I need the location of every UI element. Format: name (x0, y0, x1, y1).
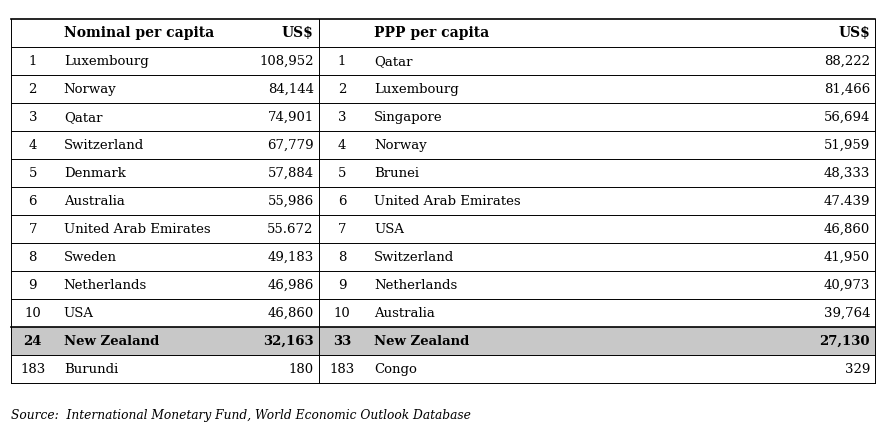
Text: 49,183: 49,183 (268, 251, 314, 264)
Text: 57,884: 57,884 (268, 167, 314, 180)
Text: 329: 329 (844, 363, 870, 376)
Text: Norway: Norway (374, 139, 427, 152)
Text: New Zealand: New Zealand (64, 335, 159, 348)
Text: Australia: Australia (374, 307, 435, 320)
Text: Denmark: Denmark (64, 167, 126, 180)
Text: 46,860: 46,860 (268, 307, 314, 320)
Text: 183: 183 (20, 363, 45, 376)
Text: PPP per capita: PPP per capita (374, 26, 489, 40)
Text: 24: 24 (24, 335, 42, 348)
Text: 7: 7 (28, 223, 37, 236)
Bar (11, 103, 875, 131)
Bar (11, 187, 875, 215)
Text: Luxembourg: Luxembourg (64, 55, 149, 68)
Text: Congo: Congo (374, 363, 416, 376)
Text: 6: 6 (338, 195, 346, 208)
Text: USA: USA (64, 307, 94, 320)
Text: 1: 1 (28, 55, 37, 68)
Text: 7: 7 (338, 223, 346, 236)
Text: 9: 9 (28, 279, 37, 292)
Text: Netherlands: Netherlands (374, 279, 457, 292)
Text: 3: 3 (338, 111, 346, 124)
Text: 81,466: 81,466 (824, 83, 870, 96)
Bar (11, 327, 875, 355)
Text: 84,144: 84,144 (268, 83, 314, 96)
Bar (11, 131, 875, 159)
Text: 108,952: 108,952 (259, 55, 314, 68)
Text: 56,694: 56,694 (824, 111, 870, 124)
Bar (11, 299, 875, 327)
Text: Norway: Norway (64, 83, 117, 96)
Text: US$: US$ (838, 26, 870, 40)
Text: 180: 180 (289, 363, 314, 376)
Text: Singapore: Singapore (374, 111, 442, 124)
Text: 47.439: 47.439 (824, 195, 870, 208)
Text: 74,901: 74,901 (268, 111, 314, 124)
Text: 10: 10 (334, 307, 350, 320)
Text: 51,959: 51,959 (824, 139, 870, 152)
Text: 41,950: 41,950 (824, 251, 870, 264)
Text: USA: USA (374, 223, 404, 236)
Text: 5: 5 (338, 167, 346, 180)
Bar (11, 48, 875, 75)
Bar (11, 243, 875, 271)
Bar (11, 215, 875, 243)
Bar (11, 355, 875, 383)
Bar (11, 271, 875, 299)
Text: 1: 1 (338, 55, 346, 68)
Text: 4: 4 (338, 139, 346, 152)
Text: 9: 9 (338, 279, 346, 292)
Bar (11, 19, 875, 48)
Text: 67,779: 67,779 (267, 139, 314, 152)
Text: Luxembourg: Luxembourg (374, 83, 459, 96)
Text: 55,986: 55,986 (268, 195, 314, 208)
Text: Qatar: Qatar (64, 111, 102, 124)
Text: Switzerland: Switzerland (374, 251, 455, 264)
Text: 8: 8 (28, 251, 37, 264)
Text: Australia: Australia (64, 195, 125, 208)
Text: 2: 2 (338, 83, 346, 96)
Text: 39,764: 39,764 (824, 307, 870, 320)
Bar (11, 75, 875, 103)
Text: New Zealand: New Zealand (374, 335, 470, 348)
Text: 40,973: 40,973 (824, 279, 870, 292)
Text: Switzerland: Switzerland (64, 139, 144, 152)
Text: Source:  International Monetary Fund, World Economic Outlook Database: Source: International Monetary Fund, Wor… (11, 409, 470, 422)
Text: 33: 33 (333, 335, 351, 348)
Text: 46,860: 46,860 (824, 223, 870, 236)
Text: 6: 6 (28, 195, 37, 208)
Text: 5: 5 (28, 167, 37, 180)
Text: Netherlands: Netherlands (64, 279, 147, 292)
Text: 88,222: 88,222 (824, 55, 870, 68)
Text: 32,163: 32,163 (263, 335, 314, 348)
Text: 4: 4 (28, 139, 37, 152)
Text: Brunei: Brunei (374, 167, 419, 180)
Text: 48,333: 48,333 (824, 167, 870, 180)
Bar (11, 159, 875, 187)
Text: Nominal per capita: Nominal per capita (64, 26, 214, 40)
Text: United Arab Emirates: United Arab Emirates (374, 195, 520, 208)
Text: 10: 10 (25, 307, 41, 320)
Text: Qatar: Qatar (374, 55, 412, 68)
Text: 27,130: 27,130 (820, 335, 870, 348)
Text: US$: US$ (282, 26, 314, 40)
Text: 183: 183 (330, 363, 354, 376)
Text: Sweden: Sweden (64, 251, 117, 264)
Text: Burundi: Burundi (64, 363, 118, 376)
Text: 3: 3 (28, 111, 37, 124)
Text: 46,986: 46,986 (268, 279, 314, 292)
Text: 2: 2 (28, 83, 37, 96)
Text: 8: 8 (338, 251, 346, 264)
Text: United Arab Emirates: United Arab Emirates (64, 223, 210, 236)
Text: 55.672: 55.672 (268, 223, 314, 236)
